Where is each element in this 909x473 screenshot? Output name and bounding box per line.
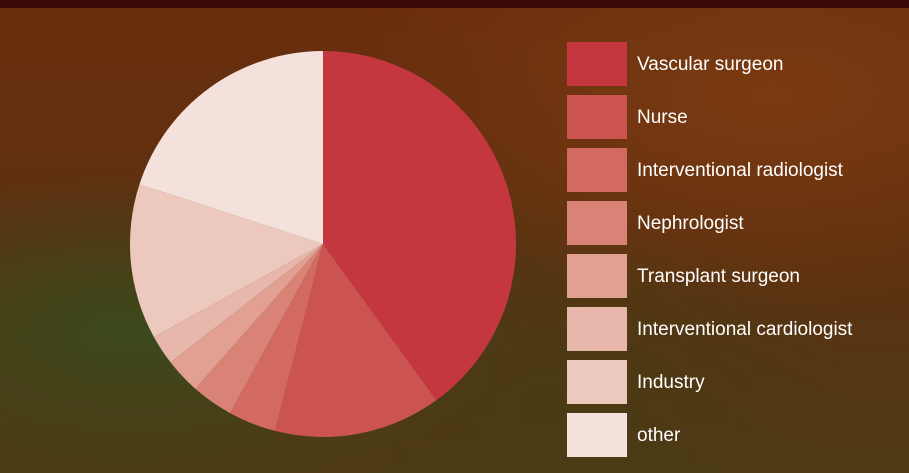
legend-label: Interventional radiologist [637,160,844,181]
legend-swatch [567,307,627,351]
pie-slice [153,244,323,363]
pie-slice [275,244,437,437]
legend-swatch [567,413,627,457]
legend-swatch [567,42,627,86]
legend-label: Nurse [637,107,688,128]
legend-swatch [567,360,627,404]
legend-swatch [567,148,627,192]
legend-label: Transplant surgeon [637,266,800,287]
pie-slice [130,184,323,337]
legend-label: Interventional cardiologist [637,319,853,340]
pie-slice [139,51,323,244]
legend-label: Nephrologist [637,213,744,234]
legend-label: other [637,425,681,446]
legend-label: Vascular surgeon [637,54,783,75]
legend-label: Industry [637,372,705,393]
legend-swatch [567,95,627,139]
pie-slice [170,244,323,389]
pie-slice [195,244,323,414]
top-bar [0,0,909,8]
pie-slice [323,51,517,401]
pie-slice [230,244,323,431]
legend-swatch [567,201,627,245]
legend-swatch [567,254,627,298]
